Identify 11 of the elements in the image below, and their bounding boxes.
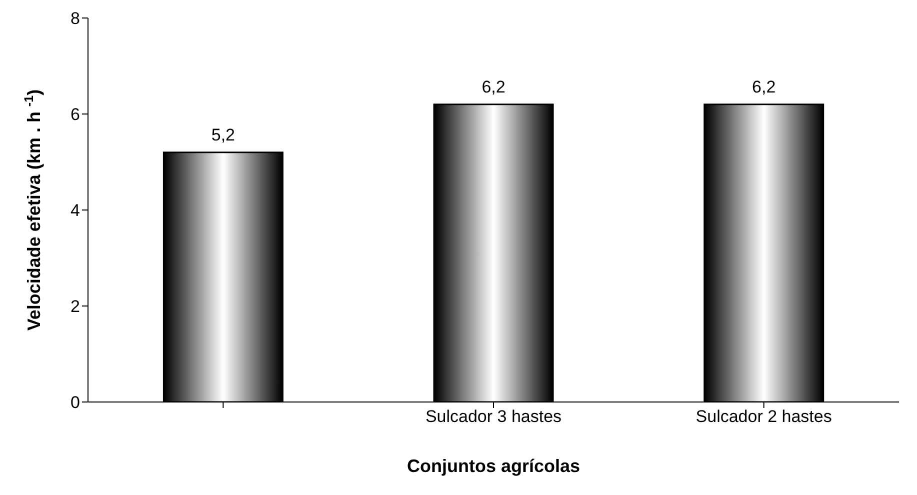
- data-label: 5,2: [211, 125, 236, 144]
- y-tick-label: 2: [70, 297, 80, 316]
- data-label: 6,2: [752, 77, 776, 96]
- y-tick-label: 6: [70, 105, 80, 124]
- x-axis-title: Conjuntos agrícolas: [406, 456, 580, 476]
- x-tick-label: Sulcador 2 hastes: [696, 407, 832, 426]
- y-tick-label: 8: [70, 9, 80, 28]
- data-label: 6,2: [482, 77, 506, 96]
- x-tick-label: Sulcador 3 hastes: [425, 407, 562, 426]
- y-tick-label: 0: [70, 393, 80, 412]
- y-tick-label: 4: [70, 201, 80, 220]
